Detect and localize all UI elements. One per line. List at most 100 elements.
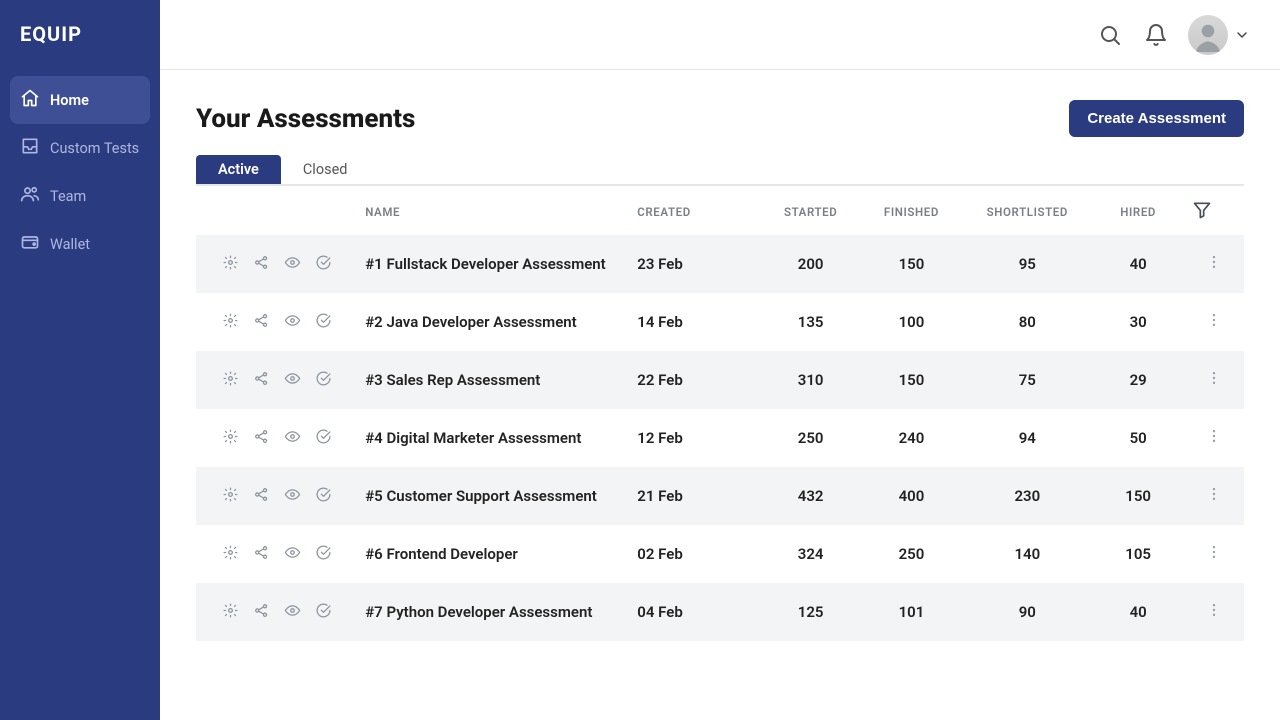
content: Your Assessments Create Assessment Activ… bbox=[160, 70, 1280, 720]
col-name: NAME bbox=[357, 186, 629, 235]
cell-finished: 250 bbox=[861, 525, 962, 583]
cell-hired: 50 bbox=[1093, 409, 1184, 467]
table-row[interactable]: #2 Java Developer Assessment14 Feb135100… bbox=[196, 293, 1244, 351]
inbox-icon bbox=[20, 136, 40, 160]
cell-shortlisted: 94 bbox=[962, 409, 1093, 467]
sidebar-item-label: Custom Tests bbox=[50, 140, 139, 157]
gear-icon[interactable] bbox=[222, 312, 239, 333]
share-icon[interactable] bbox=[253, 254, 270, 275]
share-icon[interactable] bbox=[253, 312, 270, 333]
eye-icon[interactable] bbox=[284, 486, 301, 507]
table-row[interactable]: #4 Digital Marketer Assessment12 Feb2502… bbox=[196, 409, 1244, 467]
gear-icon[interactable] bbox=[222, 602, 239, 623]
cell-started: 432 bbox=[760, 467, 861, 525]
check-circle-icon[interactable] bbox=[315, 602, 332, 623]
cell-finished: 240 bbox=[861, 409, 962, 467]
cell-hired: 105 bbox=[1093, 525, 1184, 583]
cell-created: 14 Feb bbox=[629, 293, 760, 351]
gear-icon[interactable] bbox=[222, 370, 239, 391]
cell-name: #5 Customer Support Assessment bbox=[357, 467, 629, 525]
cell-hired: 40 bbox=[1093, 235, 1184, 293]
check-circle-icon[interactable] bbox=[315, 544, 332, 565]
table-row[interactable]: #5 Customer Support Assessment21 Feb4324… bbox=[196, 467, 1244, 525]
table-row[interactable]: #1 Fullstack Developer Assessment23 Feb2… bbox=[196, 235, 1244, 293]
sidebar: EQUIP HomeCustom TestsTeamWallet bbox=[0, 0, 160, 720]
cell-started: 250 bbox=[760, 409, 861, 467]
cell-created: 12 Feb bbox=[629, 409, 760, 467]
sidebar-item-wallet[interactable]: Wallet bbox=[10, 220, 150, 268]
assessments-table: NAME CREATED STARTED FINISHED SHORTLISTE… bbox=[196, 186, 1244, 641]
filter-icon[interactable] bbox=[1192, 209, 1212, 223]
share-icon[interactable] bbox=[253, 486, 270, 507]
gear-icon[interactable] bbox=[222, 428, 239, 449]
check-circle-icon[interactable] bbox=[315, 370, 332, 391]
more-icon[interactable] bbox=[1205, 547, 1223, 565]
more-icon[interactable] bbox=[1205, 431, 1223, 449]
cell-hired: 30 bbox=[1093, 293, 1184, 351]
eye-icon[interactable] bbox=[284, 312, 301, 333]
sidebar-item-custom-tests[interactable]: Custom Tests bbox=[10, 124, 150, 172]
sidebar-item-home[interactable]: Home bbox=[10, 76, 150, 124]
col-hired: HIRED bbox=[1093, 186, 1184, 235]
check-circle-icon[interactable] bbox=[315, 312, 332, 333]
cell-created: 02 Feb bbox=[629, 525, 760, 583]
cell-shortlisted: 230 bbox=[962, 467, 1093, 525]
chevron-down-icon bbox=[1234, 27, 1250, 43]
more-icon[interactable] bbox=[1205, 373, 1223, 391]
cell-hired: 150 bbox=[1093, 467, 1184, 525]
col-shortlisted: SHORTLISTED bbox=[962, 186, 1093, 235]
more-icon[interactable] bbox=[1205, 257, 1223, 275]
sidebar-item-team[interactable]: Team bbox=[10, 172, 150, 220]
cell-name: #7 Python Developer Assessment bbox=[357, 583, 629, 641]
share-icon[interactable] bbox=[253, 370, 270, 391]
cell-created: 22 Feb bbox=[629, 351, 760, 409]
col-created: CREATED bbox=[629, 186, 760, 235]
create-assessment-button[interactable]: Create Assessment bbox=[1069, 100, 1244, 137]
tabs: ActiveClosed bbox=[196, 155, 1244, 186]
cell-finished: 100 bbox=[861, 293, 962, 351]
table-row[interactable]: #3 Sales Rep Assessment22 Feb3101507529 bbox=[196, 351, 1244, 409]
cell-hired: 29 bbox=[1093, 351, 1184, 409]
cell-finished: 400 bbox=[861, 467, 962, 525]
eye-icon[interactable] bbox=[284, 254, 301, 275]
eye-icon[interactable] bbox=[284, 428, 301, 449]
share-icon[interactable] bbox=[253, 428, 270, 449]
gear-icon[interactable] bbox=[222, 544, 239, 565]
share-icon[interactable] bbox=[253, 544, 270, 565]
bell-icon[interactable] bbox=[1142, 21, 1170, 49]
profile-menu[interactable] bbox=[1188, 15, 1250, 55]
cell-finished: 101 bbox=[861, 583, 962, 641]
cell-shortlisted: 140 bbox=[962, 525, 1093, 583]
sidebar-item-label: Team bbox=[50, 188, 86, 205]
cell-created: 23 Feb bbox=[629, 235, 760, 293]
more-icon[interactable] bbox=[1205, 489, 1223, 507]
cell-finished: 150 bbox=[861, 351, 962, 409]
tab-closed[interactable]: Closed bbox=[281, 155, 370, 184]
topbar bbox=[160, 0, 1280, 70]
more-icon[interactable] bbox=[1205, 315, 1223, 333]
cell-started: 125 bbox=[760, 583, 861, 641]
cell-shortlisted: 75 bbox=[962, 351, 1093, 409]
tab-active[interactable]: Active bbox=[196, 155, 281, 184]
table-row[interactable]: #6 Frontend Developer02 Feb324250140105 bbox=[196, 525, 1244, 583]
eye-icon[interactable] bbox=[284, 370, 301, 391]
check-circle-icon[interactable] bbox=[315, 486, 332, 507]
cell-started: 324 bbox=[760, 525, 861, 583]
cell-name: #1 Fullstack Developer Assessment bbox=[357, 235, 629, 293]
gear-icon[interactable] bbox=[222, 254, 239, 275]
cell-shortlisted: 90 bbox=[962, 583, 1093, 641]
eye-icon[interactable] bbox=[284, 602, 301, 623]
cell-name: #2 Java Developer Assessment bbox=[357, 293, 629, 351]
table-row[interactable]: #7 Python Developer Assessment04 Feb1251… bbox=[196, 583, 1244, 641]
search-icon[interactable] bbox=[1096, 21, 1124, 49]
share-icon[interactable] bbox=[253, 602, 270, 623]
more-icon[interactable] bbox=[1205, 605, 1223, 623]
eye-icon[interactable] bbox=[284, 544, 301, 565]
cell-shortlisted: 80 bbox=[962, 293, 1093, 351]
team-icon bbox=[20, 184, 40, 208]
check-circle-icon[interactable] bbox=[315, 428, 332, 449]
gear-icon[interactable] bbox=[222, 486, 239, 507]
cell-name: #4 Digital Marketer Assessment bbox=[357, 409, 629, 467]
cell-started: 200 bbox=[760, 235, 861, 293]
check-circle-icon[interactable] bbox=[315, 254, 332, 275]
